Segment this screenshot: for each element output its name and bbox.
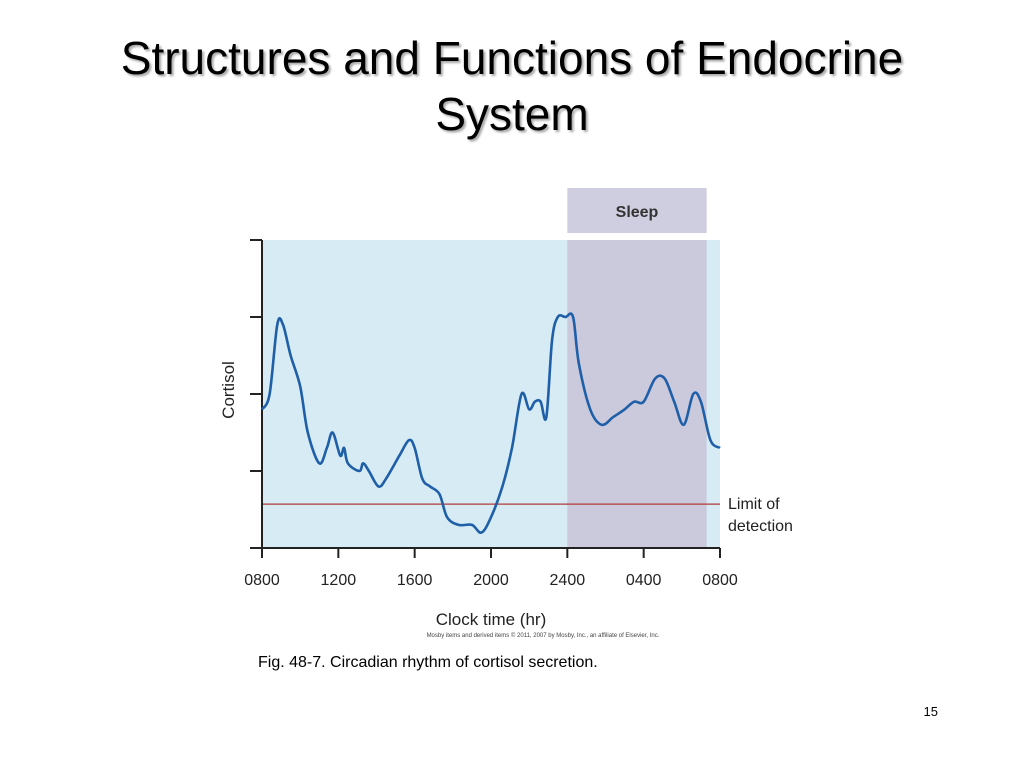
slide-title: Structures and Functions of Endocrine Sy…: [120, 32, 904, 140]
detection-limit-label-line1: Limit of: [728, 496, 780, 513]
sleep-label: Sleep: [616, 204, 659, 221]
x-tick-label: 0400: [626, 572, 662, 589]
detection-limit-label-line2: detection: [728, 518, 793, 535]
sleep-label-box: [567, 188, 707, 233]
x-tick-label: 0800: [244, 572, 280, 589]
page-number: 15: [923, 704, 938, 719]
figure-caption: Fig. 48-7. Circadian rhythm of cortisol …: [258, 654, 598, 671]
x-axis-label: Clock time (hr): [436, 610, 547, 629]
y-axis-label: Cortisol: [219, 361, 238, 419]
x-tick-label: 2400: [550, 572, 586, 589]
x-tick-label: 1600: [397, 572, 433, 589]
x-tick-label: 2000: [473, 572, 509, 589]
sleep-band: [567, 240, 707, 548]
x-tick-label: 1200: [321, 572, 357, 589]
cortisol-series-line: [260, 312, 721, 534]
copyright-text: Mosby items and derived items © 2011, 20…: [427, 632, 660, 639]
x-tick-label: 0800: [702, 572, 738, 589]
